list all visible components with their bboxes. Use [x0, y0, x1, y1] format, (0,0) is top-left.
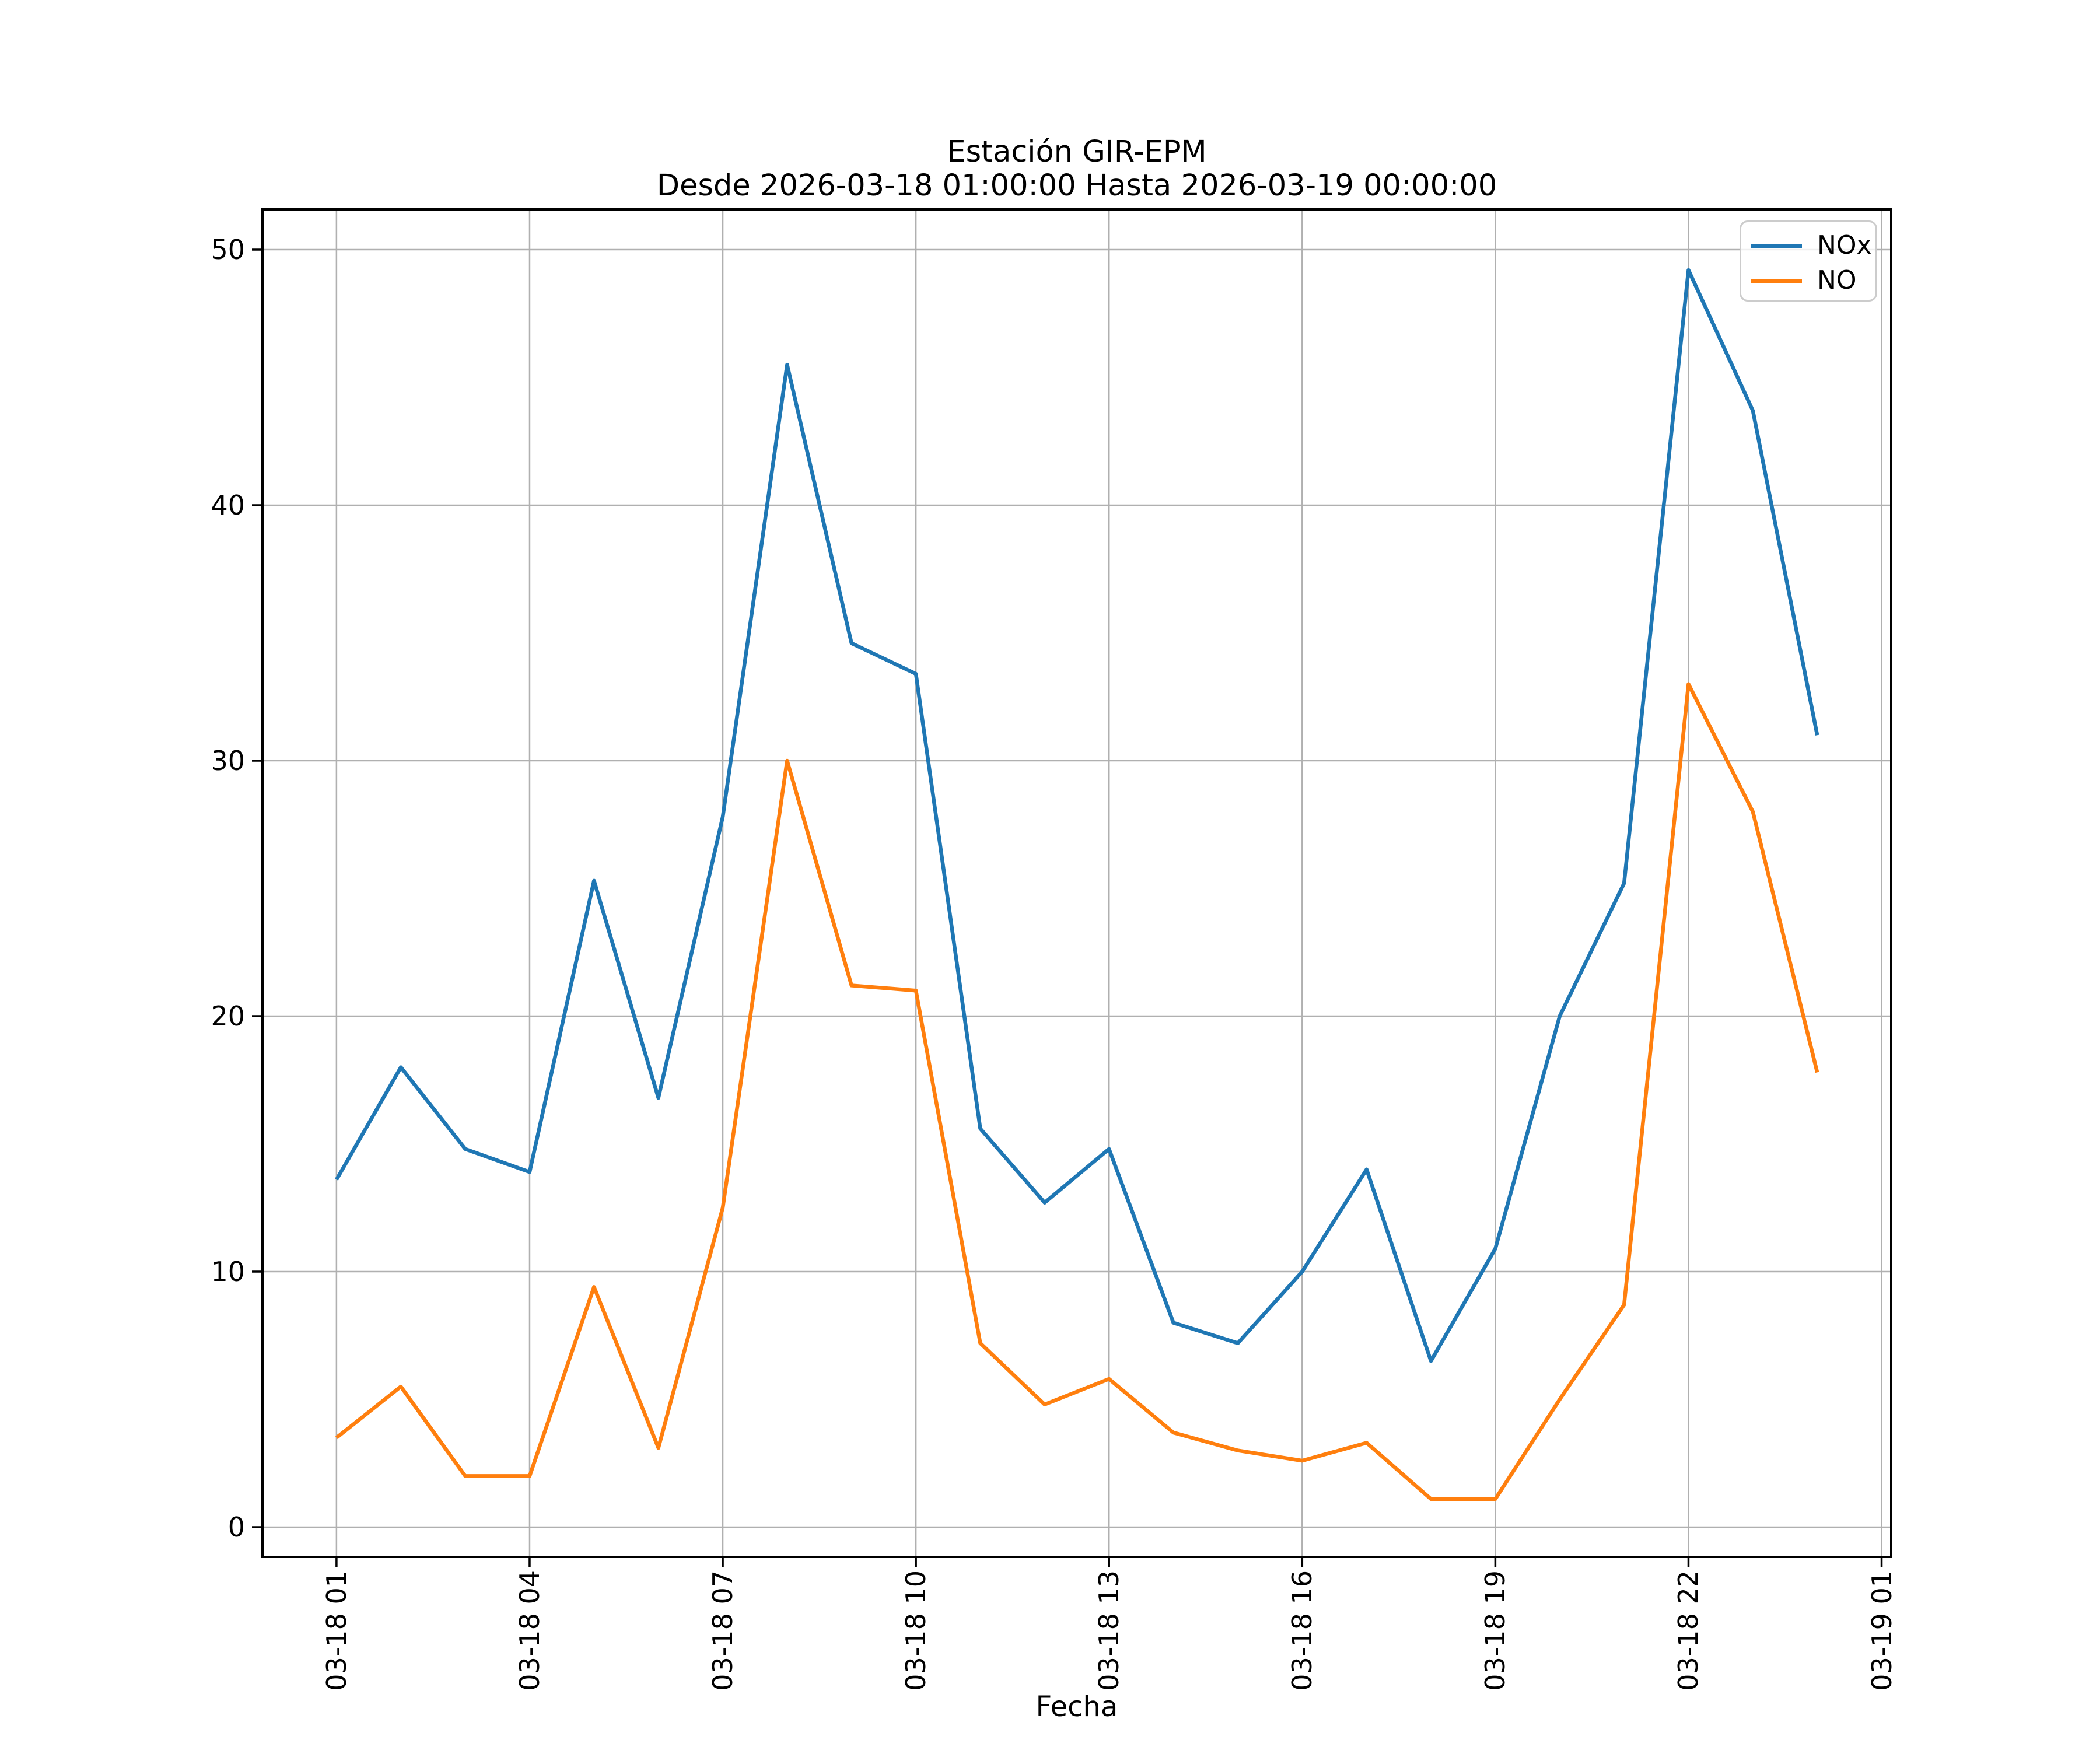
legend-line-sample-nox: [1751, 243, 1802, 248]
nox-series-line: [335, 268, 1819, 1363]
y-tick-label: 30: [211, 745, 245, 776]
y-tick-label: 50: [211, 234, 245, 265]
legend-entry-no: NO: [1751, 263, 1866, 298]
chart-title: Estación GIR-EPM Desde 2026-03-18 01:00:…: [262, 135, 1891, 203]
chart-title-line2: Desde 2026-03-18 01:00:00 Hasta 2026-03-…: [656, 169, 1497, 203]
legend: NOx NO: [1740, 220, 1877, 302]
plot-border: [261, 208, 1892, 1558]
y-tick-label: 10: [211, 1256, 245, 1287]
legend-label-nox: NOx: [1817, 230, 1872, 260]
legend-label-no: NO: [1817, 265, 1857, 295]
x-axis-label: Fecha: [1035, 1690, 1118, 1723]
y-tick-label: 40: [211, 489, 245, 521]
no-series-line: [335, 682, 1819, 1502]
chart-title-line1: Estación GIR-EPM: [947, 135, 1207, 169]
legend-entry-nox: NOx: [1751, 228, 1872, 263]
y-tick-label: 0: [228, 1511, 245, 1543]
y-tick-label: 20: [211, 1000, 245, 1032]
legend-line-sample-no: [1751, 278, 1802, 283]
